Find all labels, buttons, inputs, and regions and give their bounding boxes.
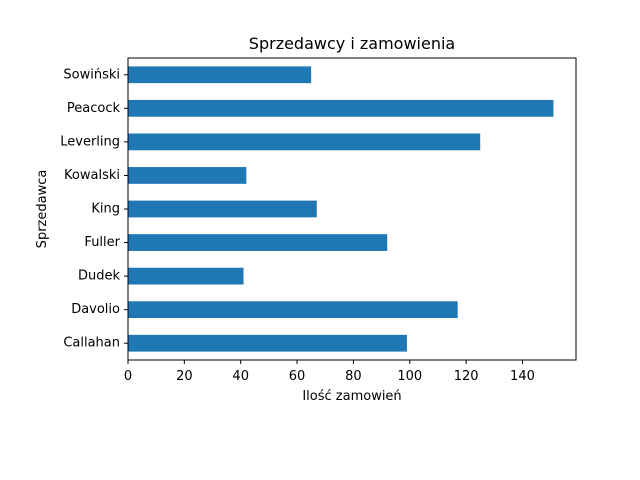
x-tick-label: 20	[176, 369, 193, 384]
bar-leverling	[128, 133, 481, 151]
bar-davolio	[128, 301, 458, 319]
y-tick-label: Sowiński	[63, 67, 120, 82]
x-tick-label: 60	[289, 369, 306, 384]
y-tick-label: Leverling	[60, 134, 120, 149]
x-tick-label: 120	[454, 369, 479, 384]
y-tick-label: Callahan	[63, 336, 120, 351]
x-tick-label: 80	[345, 369, 362, 384]
y-tick-label: Peacock	[67, 101, 121, 116]
bar-kowalski	[128, 167, 247, 184]
bars-group	[128, 66, 554, 352]
y-axis-label: Sprzedawca	[35, 170, 50, 249]
y-tick-label: Fuller	[84, 235, 120, 250]
x-tick-label: 100	[397, 369, 422, 384]
bar-fuller	[128, 234, 388, 251]
x-tick-label: 40	[232, 369, 249, 384]
x-tick-label: 140	[510, 369, 535, 384]
bar-callahan	[128, 334, 407, 352]
y-tick-label: King	[91, 202, 120, 217]
bar-peacock	[128, 99, 554, 117]
x-axis-label: Ilość zamowień	[302, 389, 401, 404]
chart-title: Sprzedawcy i zamowienia	[249, 34, 455, 53]
x-axis: 0 20 40 60 80 100 120 140	[124, 360, 535, 384]
bar-dudek	[128, 267, 244, 285]
y-tick-label: Kowalski	[64, 168, 120, 183]
y-axis: Callahan Davolio Dudek Fuller King Kowalski Le…	[60, 67, 128, 351]
y-tick-label: Davolio	[71, 302, 120, 317]
bar-king	[128, 200, 317, 218]
y-tick-label: Dudek	[78, 269, 120, 284]
bar-sowinski	[128, 66, 312, 84]
x-tick-label: 0	[124, 369, 132, 384]
